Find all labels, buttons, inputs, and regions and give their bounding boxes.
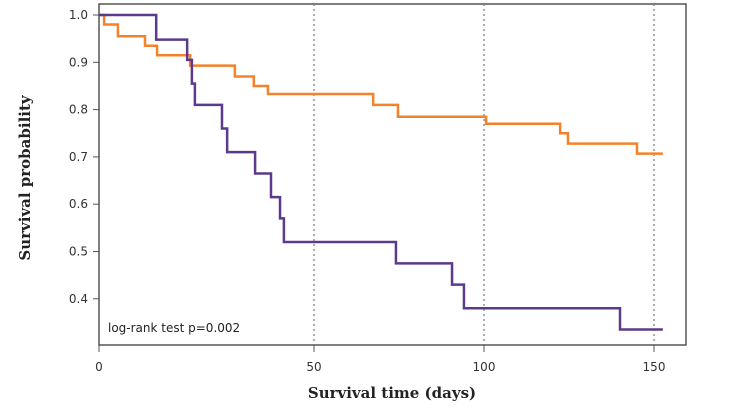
x-axis-title: Survival time (days) bbox=[308, 384, 476, 402]
x-tick-label: 50 bbox=[306, 360, 321, 374]
y-tick-label: 0.8 bbox=[69, 103, 88, 117]
logrank-annotation: log-rank test p=0.002 bbox=[108, 321, 240, 335]
y-tick-label: 0.5 bbox=[69, 245, 88, 259]
x-tick-label: 150 bbox=[643, 360, 666, 374]
survival-curve-2 bbox=[99, 13, 663, 331]
survival-curve-1 bbox=[99, 13, 663, 155]
y-tick-label: 1.0 bbox=[69, 8, 88, 22]
y-axis-title: Survival probability bbox=[16, 94, 34, 261]
plot-frame bbox=[98, 3, 687, 346]
x-tick-label: 0 bbox=[95, 360, 103, 374]
y-tick-label: 0.6 bbox=[69, 197, 88, 211]
y-tick-label: 0.9 bbox=[69, 55, 88, 69]
y-tick-label: 0.4 bbox=[69, 292, 88, 306]
y-tick-label: 0.7 bbox=[69, 150, 88, 164]
x-tick-label: 100 bbox=[473, 360, 496, 374]
